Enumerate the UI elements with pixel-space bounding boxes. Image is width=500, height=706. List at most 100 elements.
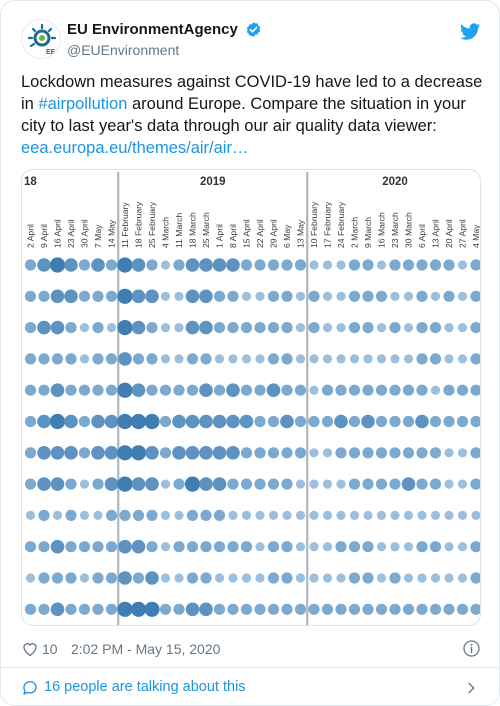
column-label: 16 April: [53, 219, 63, 248]
air-quality-bubble: [470, 290, 480, 302]
like-count[interactable]: 10: [42, 641, 58, 657]
column-label: 16 March: [377, 212, 387, 248]
air-quality-bubble: [130, 601, 147, 617]
air-quality-bubble: [37, 258, 51, 272]
air-quality-bubble: [322, 323, 333, 333]
column-label: 2 March: [350, 217, 360, 248]
air-quality-bubble: [443, 603, 455, 615]
air-quality-bubble: [443, 384, 455, 396]
column-label: 4 May: [471, 224, 481, 248]
column-label: 23 March: [390, 212, 400, 248]
air-quality-bubble: [429, 447, 442, 459]
air-quality-bubble: [199, 602, 213, 617]
account-names: EU EnvironmentAgency @EUEnvironment: [67, 21, 262, 58]
talking-about-label[interactable]: 16 people are talking about this: [44, 679, 246, 695]
twitter-bird-icon[interactable]: [459, 21, 481, 43]
air-quality-bubble: [117, 257, 133, 273]
air-quality-bubble: [145, 446, 159, 460]
heart-icon[interactable]: [21, 640, 39, 658]
air-quality-bubble: [64, 289, 78, 304]
air-quality-bubble: [416, 603, 428, 615]
display-name[interactable]: EU EnvironmentAgency: [67, 21, 238, 39]
air-quality-bubble: [105, 509, 118, 521]
air-quality-bubble: [228, 354, 238, 364]
air-quality-bubble: [199, 320, 213, 335]
air-quality-bubble: [322, 448, 333, 458]
air-quality-bubble: [444, 354, 454, 364]
air-quality-bubble: [295, 323, 306, 333]
column-label: 11 February: [120, 202, 130, 248]
air-quality-bubble: [174, 354, 184, 364]
air-quality-bubble: [443, 415, 455, 428]
air-quality-bubble: [321, 415, 334, 428]
info-icon[interactable]: [462, 639, 481, 658]
air-quality-bubble: [105, 290, 118, 302]
air-quality-bubble: [118, 571, 132, 585]
column-label: 15 April: [242, 219, 252, 248]
air-quality-bubble: [144, 413, 160, 430]
air-quality-bubble: [174, 573, 184, 583]
avatar-text: EEA: [46, 49, 60, 56]
air-quality-bubble: [362, 322, 374, 334]
air-quality-bubble: [50, 602, 65, 617]
air-quality-bubble: [336, 354, 346, 364]
air-quality-bubble: [336, 323, 346, 333]
column-label: 17 February: [323, 201, 333, 248]
air-quality-bubble: [240, 603, 253, 615]
air-quality-bubble: [309, 479, 319, 489]
hashtag-link[interactable]: #airpollution: [38, 95, 128, 113]
air-quality-bubble: [309, 573, 319, 583]
air-quality-bubble: [173, 541, 185, 553]
air-quality-bubble: [64, 414, 78, 429]
air-quality-bubble: [363, 510, 373, 520]
account-handle[interactable]: @EUEnvironment: [67, 42, 180, 58]
air-quality-bubble-chart: 18 2019 2020 2 April 9 April 16 April 23 April…: [24, 172, 481, 625]
air-quality-bubble: [375, 384, 388, 396]
air-quality-bubble: [78, 447, 91, 459]
air-quality-bubble: [186, 353, 199, 365]
air-quality-bubble: [79, 479, 90, 489]
tweet-timestamp[interactable]: 2:02 PM - May 15, 2020: [71, 641, 221, 657]
air-quality-bubble: [78, 415, 91, 428]
air-quality-bubble: [50, 446, 65, 460]
air-quality-bubble: [199, 477, 213, 491]
air-quality-bubble: [376, 542, 387, 552]
air-quality-bubble: [117, 382, 133, 398]
air-quality-bubble: [362, 290, 374, 302]
air-quality-bubble: [144, 601, 160, 617]
air-quality-bubble: [49, 413, 66, 430]
tweet-media-image[interactable]: 18 2019 2020 2 April 9 April 16 April 23 April…: [21, 169, 481, 626]
air-quality-bubble: [199, 414, 213, 429]
air-quality-bubble: [390, 354, 400, 364]
air-quality-viewer-link[interactable]: eea.europa.eu/themes/air/air…: [21, 139, 249, 157]
column-label: 9 April: [39, 224, 49, 248]
air-quality-bubble: [255, 354, 265, 364]
air-quality-bubble: [349, 510, 360, 520]
air-quality-bubble: [78, 290, 91, 302]
air-quality-bubble: [159, 447, 172, 459]
air-quality-bubble: [281, 478, 293, 490]
avatar[interactable]: EEA: [21, 19, 61, 59]
air-quality-bubble: [37, 320, 51, 335]
chevron-right-icon[interactable]: [463, 680, 479, 696]
column-label: 18 February: [134, 201, 144, 248]
air-quality-bubble: [131, 289, 146, 304]
air-quality-bubble: [336, 510, 346, 520]
air-quality-bubble: [117, 288, 133, 304]
talking-about-row[interactable]: 16 people are talking about this: [21, 678, 481, 698]
air-quality-bubble: [79, 323, 90, 333]
air-quality-bubble: [415, 414, 429, 429]
air-quality-bubble: [24, 353, 37, 365]
air-quality-bubble: [37, 446, 51, 460]
air-quality-bubble: [186, 384, 199, 396]
air-quality-bubble: [362, 603, 374, 615]
air-quality-bubble: [308, 290, 320, 302]
air-quality-bubble: [267, 603, 280, 615]
column-label: 9 March: [363, 217, 373, 248]
air-quality-bubble: [294, 447, 307, 459]
air-quality-bubble: [227, 478, 239, 490]
column-label: 8 April: [228, 224, 238, 248]
air-quality-bubble: [199, 258, 213, 272]
air-quality-bubble: [227, 290, 239, 302]
air-quality-bubble: [375, 478, 388, 490]
